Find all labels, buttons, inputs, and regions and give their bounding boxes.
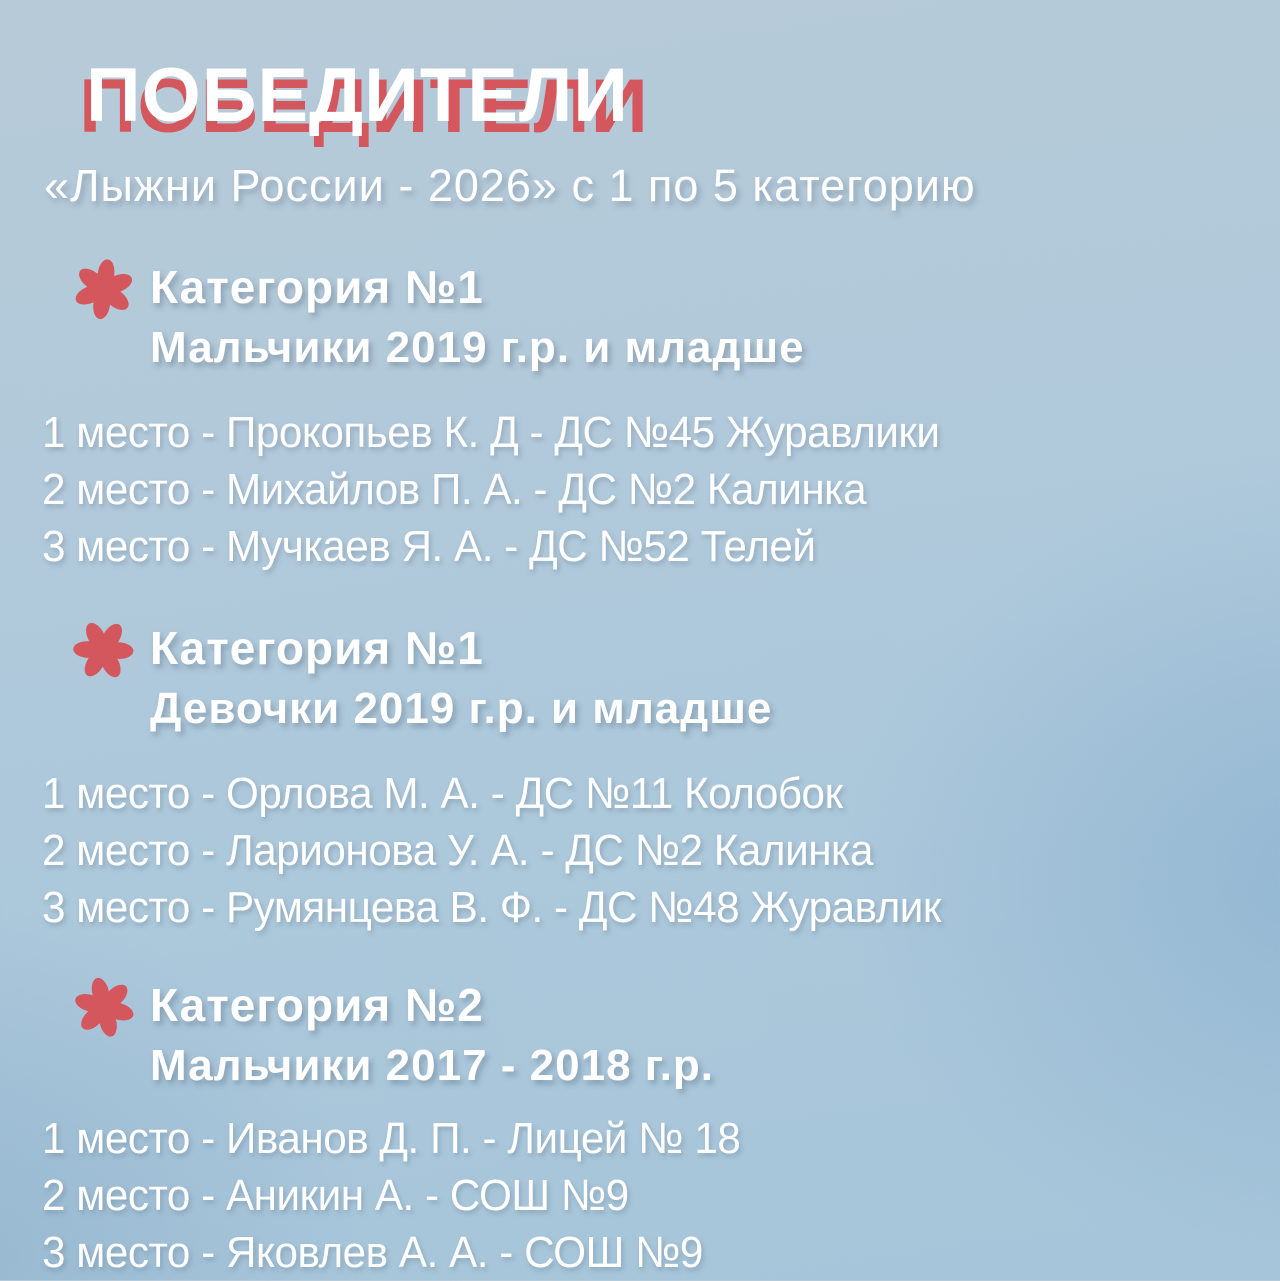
page-subtitle: «Лыжни России - 2026» с 1 по 5 категорию — [44, 160, 976, 211]
category-group: Мальчики 2019 г.р. и младше — [150, 323, 805, 372]
page-title-text: ПОБЕДИТЕЛИ — [86, 53, 629, 138]
category-title: Категория №1 — [150, 622, 484, 674]
results-list: 1 место - Орлова М. А. - ДС №11 Колобок … — [42, 765, 1240, 936]
result-line: 2 место - Аникин А. - СОШ №9 — [42, 1171, 629, 1220]
category-title: Категория №2 — [150, 979, 484, 1031]
category-title: Категория №1 — [150, 261, 484, 313]
results-list: 1 место - Иванов Д. П. - Лицей № 18 2 ме… — [42, 1110, 1240, 1281]
category-section-3: Категория №2 Мальчики 2017 - 2018 г.р. 1… — [42, 976, 1240, 1281]
result-line: 3 место - Румянцева В. Ф. - ДС №48 Журав… — [42, 883, 941, 932]
category-heading: Категория №2 Мальчики 2017 - 2018 г.р. — [72, 976, 1240, 1098]
result-line: 3 место - Мучкаев Я. А. - ДС №52 Телей — [42, 522, 816, 571]
result-line: 1 место - Орлова М. А. - ДС №11 Колобок — [42, 769, 843, 818]
category-heading-lines: Категория №1 Мальчики 2019 г.р. и младше — [150, 258, 805, 380]
result-line: 2 место - Ларионова У. А. - ДС №2 Калинк… — [42, 826, 873, 875]
result-line: 2 место - Михайлов П. А. - ДС №2 Калинка — [42, 465, 867, 514]
page-title-shadow-layer: ПОБЕДИТЕЛИ — [79, 64, 650, 149]
category-heading-lines: Категория №1 Девочки 2019 г.р. и младше — [150, 619, 772, 741]
category-heading: Категория №1 Девочки 2019 г.р. и младше — [72, 619, 1240, 741]
result-line: 1 место - Иванов Д. П. - Лицей № 18 — [42, 1114, 741, 1163]
flower-asterisk-icon — [72, 256, 136, 320]
result-line: 3 место - Яковлев А. А. - СОШ №9 — [42, 1228, 703, 1277]
category-group: Девочки 2019 г.р. и младше — [150, 684, 773, 733]
category-heading-lines: Категория №2 Мальчики 2017 - 2018 г.р. — [150, 976, 714, 1098]
result-line: 1 место - Прокопьев К. Д - ДС №45 Журавл… — [42, 408, 940, 457]
flower-asterisk-icon — [72, 974, 136, 1038]
category-section-2: Категория №1 Девочки 2019 г.р. и младше … — [42, 619, 1240, 936]
category-section-1: Категория №1 Мальчики 2019 г.р. и младше… — [42, 258, 1240, 575]
category-heading: Категория №1 Мальчики 2019 г.р. и младше — [72, 258, 1240, 380]
results-list: 1 место - Прокопьев К. Д - ДС №45 Журавл… — [42, 404, 1240, 575]
flower-asterisk-icon — [72, 617, 136, 681]
page-title: ПОБЕДИТЕЛИ ПОБЕДИТЕЛИ — [79, 52, 1240, 149]
category-group: Мальчики 2017 - 2018 г.р. — [150, 1041, 715, 1090]
